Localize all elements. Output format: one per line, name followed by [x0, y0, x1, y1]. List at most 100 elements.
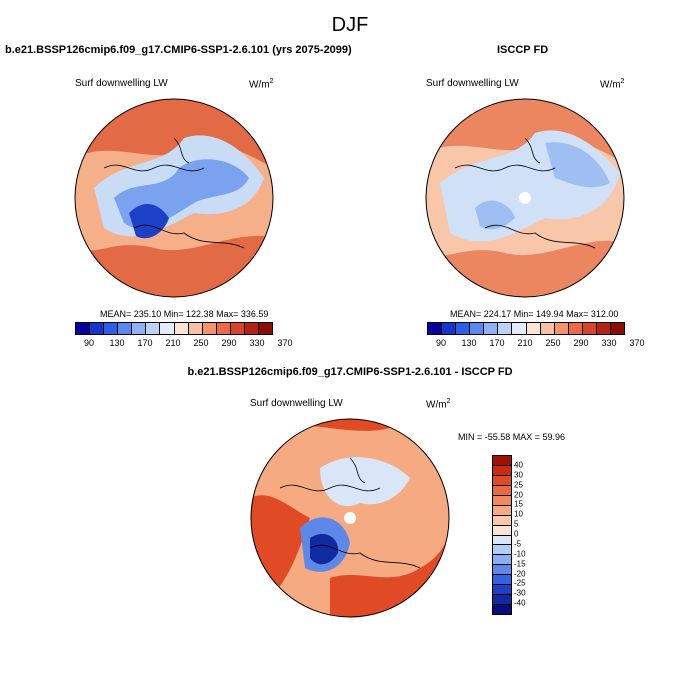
- colorbar-tick-label: 30: [514, 470, 523, 480]
- colorbar-swatch: [493, 515, 511, 526]
- colorbar-swatch: [611, 323, 625, 334]
- colorbar-tick-label: 5: [514, 519, 519, 529]
- colorbar-swatch: [493, 525, 511, 536]
- colorbar-tick-label: 130: [461, 338, 477, 348]
- colorbar-swatch: [76, 323, 91, 334]
- left-colorbar: [75, 322, 273, 335]
- colorbar-swatch: [493, 505, 511, 516]
- right-colorbar: [427, 322, 625, 335]
- colorbar-tick-label: 250: [545, 338, 561, 348]
- right-map-cold-region: [475, 142, 610, 230]
- colorbar-tick-label: 20: [514, 490, 523, 499]
- colorbar-tick-label: 90: [83, 338, 95, 348]
- colorbar-tick-label: 10: [514, 509, 523, 519]
- colorbar-tick-label: -5: [514, 539, 522, 549]
- colorbar-tick-label: 130: [109, 338, 125, 348]
- colorbar-swatch: [174, 323, 189, 334]
- figure-title: DJF: [331, 14, 369, 36]
- right-variable-label: Surf downwelling LW: [426, 78, 519, 89]
- colorbar-tick-label: -20: [514, 569, 526, 578]
- left-panel-title: b.e21.BSSP126cmip6.f09_g17.CMIP6-SSP1-2.…: [5, 44, 352, 56]
- colorbar-tick-label: 330: [601, 338, 617, 348]
- diff-variable-label: Surf downwelling LW: [250, 398, 343, 409]
- colorbar-swatch: [596, 323, 612, 334]
- colorbar-tick-label: 90: [435, 338, 447, 348]
- colorbar-swatch: [202, 323, 217, 334]
- colorbar-tick-label: 370: [629, 338, 645, 348]
- right-panel-title: ISCCP FD: [497, 44, 549, 56]
- right-units-label: W/m2: [600, 78, 625, 91]
- colorbar-swatch: [493, 585, 511, 596]
- colorbar-swatch: [493, 595, 511, 606]
- colorbar-tick-label: -15: [514, 559, 526, 569]
- colorbar-swatch: [498, 323, 513, 334]
- colorbar-tick-label: 210: [165, 338, 181, 348]
- colorbar-swatch: [442, 323, 457, 334]
- colorbar-tick-label: 370: [277, 338, 293, 348]
- colorbar-tick-label: 15: [514, 499, 523, 509]
- diff-map-strong-negative: [310, 533, 339, 565]
- colorbar-tick-label: 290: [573, 338, 589, 348]
- colorbar-tick-label: 330: [249, 338, 265, 348]
- colorbar-tick-label: 250: [193, 338, 209, 348]
- colorbar-swatch: [259, 323, 273, 334]
- left-map-coldest-region: [129, 203, 169, 239]
- colorbar-swatch: [90, 323, 105, 334]
- diff-stats: MIN = -55.58 MAX = 59.96: [458, 432, 566, 442]
- colorbar-swatch: [493, 555, 511, 566]
- colorbar-tick-label: 170: [489, 338, 505, 348]
- colorbar-swatch: [160, 323, 175, 334]
- colorbar-swatch: [493, 575, 511, 586]
- colorbar-tick-label: 290: [221, 338, 237, 348]
- colorbar-swatch: [493, 465, 511, 476]
- right-colorbar-ticks: 90 130 170 210 250 290 330 370: [427, 338, 645, 350]
- colorbar-swatch: [470, 323, 485, 334]
- colorbar-tick-label: 40: [514, 460, 523, 470]
- colorbar-swatch: [230, 323, 245, 334]
- left-units-label: W/m2: [249, 78, 274, 91]
- diff-map-slight-negative: [320, 457, 410, 507]
- colorbar-tick-label: 0: [514, 529, 519, 539]
- colorbar-swatch: [146, 323, 161, 334]
- colorbar-tick-label: -25: [514, 578, 526, 588]
- colorbar-swatch: [104, 323, 119, 334]
- colorbar-swatch: [493, 535, 511, 546]
- colorbar-swatch: [456, 323, 471, 334]
- colorbar-swatch: [493, 605, 511, 614]
- diff-colorbar-ticks: 40 30 25 20 15 10 5 0 -5 -10 -15 -20 -25 -30 -40: [514, 455, 544, 613]
- colorbar-swatch: [568, 323, 583, 334]
- colorbar-swatch: [526, 323, 541, 334]
- left-colorbar-ticks: 90 130 170 210 250 290 330 370: [75, 338, 293, 350]
- colorbar-swatch: [493, 485, 511, 496]
- right-stats: MEAN= 224.17 Min= 149.94 Max= 312.00: [450, 309, 619, 319]
- diff-polar-map: [250, 418, 450, 618]
- colorbar-tick-label: 25: [514, 480, 523, 490]
- colorbar-swatch: [540, 323, 555, 334]
- diff-panel-title: b.e21.BSSP126cmip6.f09_g17.CMIP6-SSP1-2.…: [187, 366, 513, 378]
- diff-colorbar: [492, 455, 512, 615]
- left-stats: MEAN= 235.10 Min= 122.38 Max= 336.59: [100, 309, 269, 319]
- colorbar-swatch: [493, 475, 511, 486]
- diff-units-label: W/m2: [426, 398, 451, 411]
- colorbar-tick-label: -30: [514, 588, 526, 598]
- colorbar-swatch: [582, 323, 597, 334]
- colorbar-swatch: [118, 323, 133, 334]
- colorbar-swatch: [132, 323, 147, 334]
- colorbar-swatch: [554, 323, 569, 334]
- colorbar-tick-label: 210: [517, 338, 533, 348]
- colorbar-swatch: [188, 323, 203, 334]
- colorbar-tick-label: -10: [514, 549, 526, 559]
- left-polar-map: [74, 98, 274, 298]
- colorbar-swatch: [493, 565, 511, 576]
- colorbar-swatch: [493, 545, 511, 556]
- colorbar-tick-label: 170: [137, 338, 153, 348]
- colorbar-swatch: [216, 323, 231, 334]
- colorbar-swatch: [512, 323, 527, 334]
- colorbar-tick-label: -40: [514, 598, 526, 608]
- colorbar-swatch: [428, 323, 443, 334]
- colorbar-swatch: [493, 495, 511, 506]
- colorbar-swatch: [493, 456, 511, 466]
- right-polar-map: [425, 98, 625, 298]
- colorbar-swatch: [484, 323, 499, 334]
- left-variable-label: Surf downwelling LW: [75, 78, 168, 89]
